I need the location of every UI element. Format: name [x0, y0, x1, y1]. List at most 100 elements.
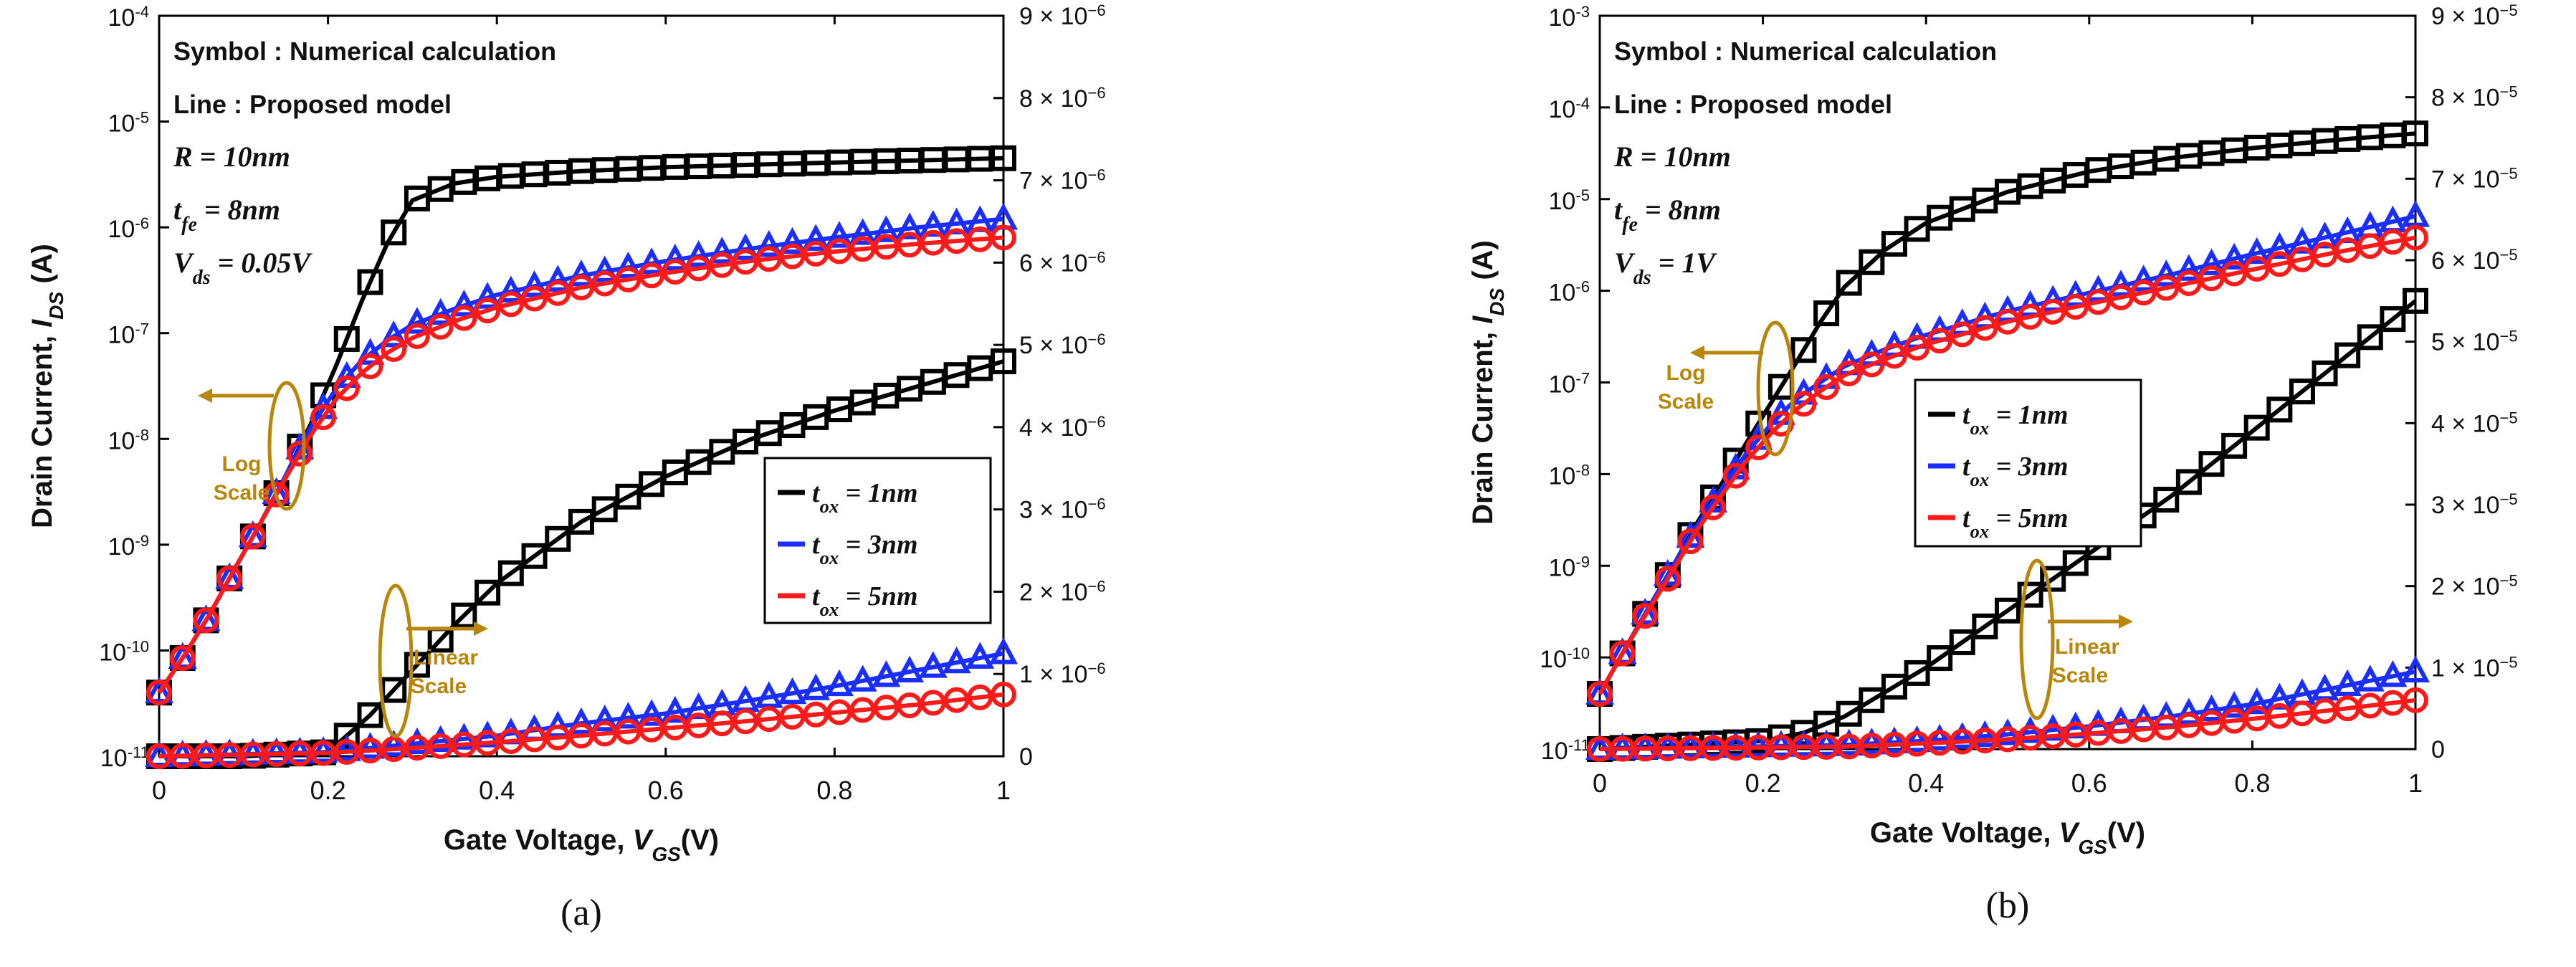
linear-point-3	[967, 684, 993, 710]
log-point-2	[590, 255, 619, 282]
x-tick-label: 0.8	[816, 776, 852, 805]
legend-label: tox = 3nm	[812, 530, 918, 568]
log-point-2	[731, 233, 760, 260]
linear-scale-arrowhead	[2119, 614, 2133, 629]
log-point-1	[1859, 249, 1885, 275]
linear-point-2	[1879, 726, 1909, 753]
log-point-2	[566, 259, 596, 287]
x-tick-label: 0	[1593, 768, 1607, 798]
log-point-3	[146, 680, 172, 706]
y-tick-label-left: 10-9	[1549, 553, 1590, 582]
log-point-3	[193, 607, 219, 634]
y-tick-label-right: 8 × 10−6	[1019, 83, 1106, 113]
linear-point-1	[2312, 360, 2338, 386]
log-scale-label: Log	[222, 452, 262, 476]
linear-point-2	[2400, 655, 2430, 683]
annotation-symbol: Symbol : Numerical calculation	[173, 37, 556, 66]
linear-point-1	[451, 602, 477, 629]
linear-point-2	[1789, 729, 1818, 757]
log-point-3	[591, 270, 618, 297]
log-point-2	[895, 212, 925, 239]
linear-point-2	[895, 655, 925, 683]
linear-scale-ellipse	[378, 583, 414, 738]
linear-scale-label: Scale	[411, 675, 467, 698]
log-point-2	[707, 237, 737, 264]
y-tick-label-right: 1 × 10−5	[2431, 653, 2518, 682]
linear-point-1	[2334, 342, 2361, 368]
log-point-3	[1587, 681, 1613, 708]
log-point-2	[2287, 227, 2317, 254]
log-point-3	[287, 440, 313, 467]
log-scale-arrowhead	[198, 389, 212, 403]
log-point-1	[991, 145, 1016, 171]
log-point-3	[779, 243, 806, 270]
linear-point-1	[2198, 451, 2225, 477]
log-point-3	[1836, 360, 1862, 386]
y-tick-label-left: 10-6	[1549, 277, 1590, 307]
log-point-3	[2403, 224, 2428, 251]
linear-scale-ellipse	[2019, 558, 2055, 720]
x-tick-label: 0.6	[2071, 768, 2107, 798]
log-scale-label: Scale	[1658, 390, 1714, 414]
log-point-2	[754, 229, 783, 257]
log-point-2	[2174, 254, 2203, 281]
log-point-3	[404, 323, 430, 349]
log-scale-arrowhead	[1690, 346, 1704, 360]
linear-point-2	[2265, 682, 2294, 710]
log-scale-ellipse	[267, 381, 306, 511]
y-tick-label-left: 10-5	[108, 108, 149, 138]
y-tick-label-right: 9 × 10−6	[1019, 1, 1106, 31]
log-point-3	[662, 259, 688, 285]
log-point-3	[545, 280, 571, 306]
linear-point-1	[381, 677, 407, 703]
y-tick-label-right: 1 × 10−6	[1019, 659, 1106, 689]
linear-point-1	[2380, 306, 2406, 333]
log-point-3	[521, 285, 548, 312]
log-point-2	[848, 218, 877, 245]
linear-point-3	[991, 681, 1016, 708]
linear-point-1	[991, 348, 1016, 375]
log-point-1	[1881, 231, 1907, 257]
panel-label: (b)	[1986, 885, 2030, 926]
log-point-1	[381, 219, 407, 246]
log-point-1	[357, 269, 383, 295]
linear-point-2	[1902, 725, 1932, 753]
y-tick-label-left: 10-8	[1549, 461, 1590, 490]
linear-point-2	[566, 707, 596, 735]
legend: tox = 1nm tox = 3nm tox = 5nm	[763, 457, 992, 624]
log-point-2	[262, 477, 291, 505]
linear-point-2	[2333, 669, 2362, 696]
log-point-2	[2061, 280, 2090, 307]
log-point-3	[1700, 494, 1727, 520]
linear-point-2	[1857, 728, 1886, 755]
linear-point-1	[1904, 659, 1930, 686]
log-point-2	[543, 265, 573, 292]
linear-point-2	[918, 651, 948, 678]
log-point-3	[991, 224, 1016, 251]
log-point-2	[520, 270, 549, 297]
linear-point-2	[590, 704, 619, 732]
annotation-tfe: tfe = 8nm	[1614, 194, 1721, 236]
linear-point-1	[1972, 613, 1998, 639]
linear-point-1	[497, 560, 524, 586]
log-point-2	[2084, 275, 2113, 302]
chart-panel-a: 0 0.2 0.4 0.6 0.8 1 10-11 10-10 10-9 10-8 10-7 10-6…	[27, 1, 1106, 934]
log-point-3	[1722, 462, 1749, 489]
log-point-3	[381, 335, 407, 362]
linear-point-1	[2062, 550, 2089, 576]
y-tick-label-left: 10-10	[1540, 644, 1590, 674]
linear-point-2	[684, 692, 713, 720]
log-point-3	[263, 481, 290, 508]
log-point-1	[333, 325, 360, 352]
log-point-2	[2265, 232, 2294, 259]
legend-label: tox = 1nm	[812, 478, 918, 517]
linear-point-2	[988, 637, 1019, 664]
log-point-2	[1631, 598, 1660, 625]
log-point-2	[2107, 270, 2136, 297]
log-point-1	[1813, 300, 1840, 327]
linear-point-1	[2221, 432, 2248, 459]
log-point-3	[1949, 321, 1975, 348]
y-tick-label-right: 9 × 10−5	[2431, 1, 2518, 31]
annotation-vds: Vds = 1V	[1614, 247, 1717, 289]
linear-point-2	[848, 664, 877, 692]
